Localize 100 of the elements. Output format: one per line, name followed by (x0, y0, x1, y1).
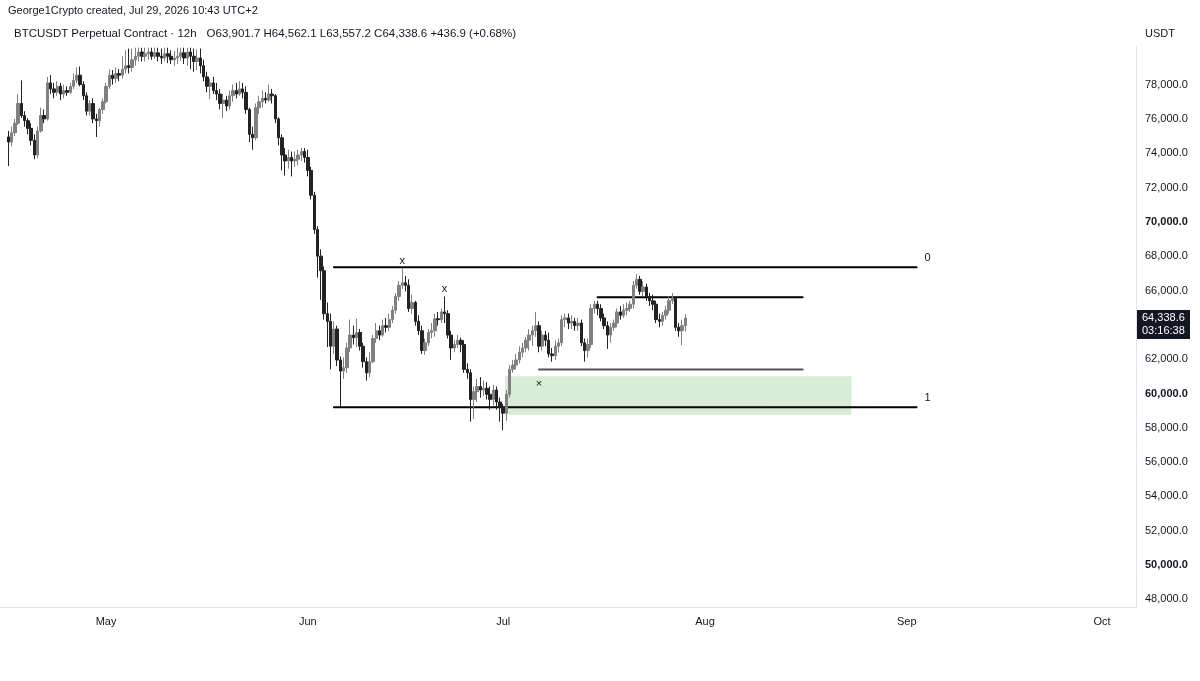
y-tick-label: 62,000.0 (1145, 352, 1188, 365)
candlestick (296, 149, 300, 166)
candlestick (456, 334, 459, 349)
y-tick-label: 78,000.0 (1145, 77, 1188, 90)
candlestick (238, 80, 241, 97)
y-tick-label: 54,000.0 (1145, 489, 1188, 502)
candlestick (453, 339, 456, 353)
candlestick (641, 280, 645, 297)
candlestick (166, 47, 170, 64)
candlestick (290, 151, 293, 177)
candlestick (381, 319, 384, 338)
y-tick-label: 66,000.0 (1145, 283, 1188, 296)
candlestick (153, 47, 157, 60)
candlestick (150, 47, 153, 61)
candlestick (42, 108, 46, 124)
candlestick (59, 82, 62, 101)
candlestick (609, 322, 612, 344)
candlestick (114, 66, 118, 84)
x-tick-label: Oct (1093, 614, 1111, 627)
candlestick (410, 294, 414, 315)
candlestick (7, 130, 10, 167)
annotation: x (441, 282, 448, 295)
candlestick (127, 48, 131, 74)
candlestick (195, 48, 199, 71)
candlestick (527, 328, 531, 352)
candlestick (56, 80, 59, 97)
candlestick (160, 48, 163, 65)
candlestick (573, 317, 576, 332)
candlestick (332, 320, 336, 355)
annotation: x (399, 254, 405, 267)
candlestick (625, 301, 629, 316)
text: George1Crypto created, Jul 29, 2026 10:43 UTC+2 (8, 4, 258, 16)
candlestick (378, 325, 381, 341)
candlestick (117, 68, 121, 82)
candlestick (615, 307, 619, 328)
candlestick (488, 386, 492, 411)
y-axis-title: USDT (1145, 27, 1175, 39)
x-tick-label: Sep (897, 614, 917, 627)
candlestick (163, 47, 166, 62)
y-tick-label: 76,000.0 (1145, 112, 1188, 125)
candlestick (541, 330, 544, 352)
y-tick-label: 60,000.0 (1145, 386, 1188, 399)
candlestick (169, 49, 173, 65)
candlestick (482, 380, 485, 397)
candlestick (619, 305, 622, 321)
candlestick (287, 149, 290, 170)
candlestick (293, 151, 297, 168)
candlestick (192, 48, 196, 73)
candlestick (492, 384, 495, 406)
candlestick (140, 47, 144, 62)
x-tick-label: Jul (496, 614, 511, 627)
candlestick (130, 48, 134, 73)
candlestick (147, 47, 150, 61)
candlestick (182, 47, 186, 65)
annotation: × (535, 377, 543, 390)
candlestick (355, 318, 358, 348)
text: 64,338.6 (1142, 311, 1185, 325)
candlestick (49, 74, 52, 95)
x-tick-label: May (95, 614, 117, 627)
candlestick (186, 47, 189, 67)
candlestick (638, 275, 642, 296)
x-tick-label: Aug (695, 614, 715, 627)
candlestick (62, 84, 65, 99)
candlestick (433, 313, 437, 338)
candlestick (156, 47, 160, 62)
chart-title: BTCUSDT Perpetual Contract · 12h (14, 27, 197, 39)
candlestick (179, 47, 183, 62)
candlestick (645, 283, 648, 302)
candlestick (622, 303, 625, 319)
candlestick (440, 307, 443, 324)
candlestick (225, 95, 228, 112)
candlestick (436, 311, 440, 327)
candlestick (407, 278, 410, 313)
y-tick-label: 50,000.0 (1145, 558, 1188, 571)
candlestick (189, 47, 192, 70)
candlestick (173, 50, 176, 67)
candlestick (479, 376, 482, 399)
candlestick (137, 47, 140, 62)
candlestick (267, 84, 271, 103)
y-tick-label: 72,000.0 (1145, 180, 1188, 193)
candlestick (46, 76, 49, 122)
candlestick (576, 317, 580, 332)
candlestick (209, 78, 212, 100)
chart-subtitle: O63,901.7 H64,562.1 L63,557.2 C64,338.6 +436.9 (+0.68%) (206, 27, 517, 39)
candlestick (88, 99, 91, 116)
x-tick-label: Jun (299, 614, 317, 627)
y-tick-label: 74,000.0 (1145, 146, 1188, 159)
candlestick (554, 339, 557, 361)
candlestick (537, 320, 541, 353)
annotation: 0 (924, 251, 931, 264)
y-tick-label: 70,000.0 (1145, 214, 1188, 227)
candlestick (176, 47, 179, 65)
candlestick (222, 93, 225, 119)
text: 03:16:38 (1142, 324, 1185, 338)
y-tick-label: 52,000.0 (1145, 523, 1188, 536)
y-tick-label: 48,000.0 (1145, 592, 1188, 605)
candlestick (235, 82, 238, 99)
annotation: 1 (924, 391, 931, 404)
candlestick (384, 317, 388, 333)
y-tick-label: 68,000.0 (1145, 249, 1188, 262)
